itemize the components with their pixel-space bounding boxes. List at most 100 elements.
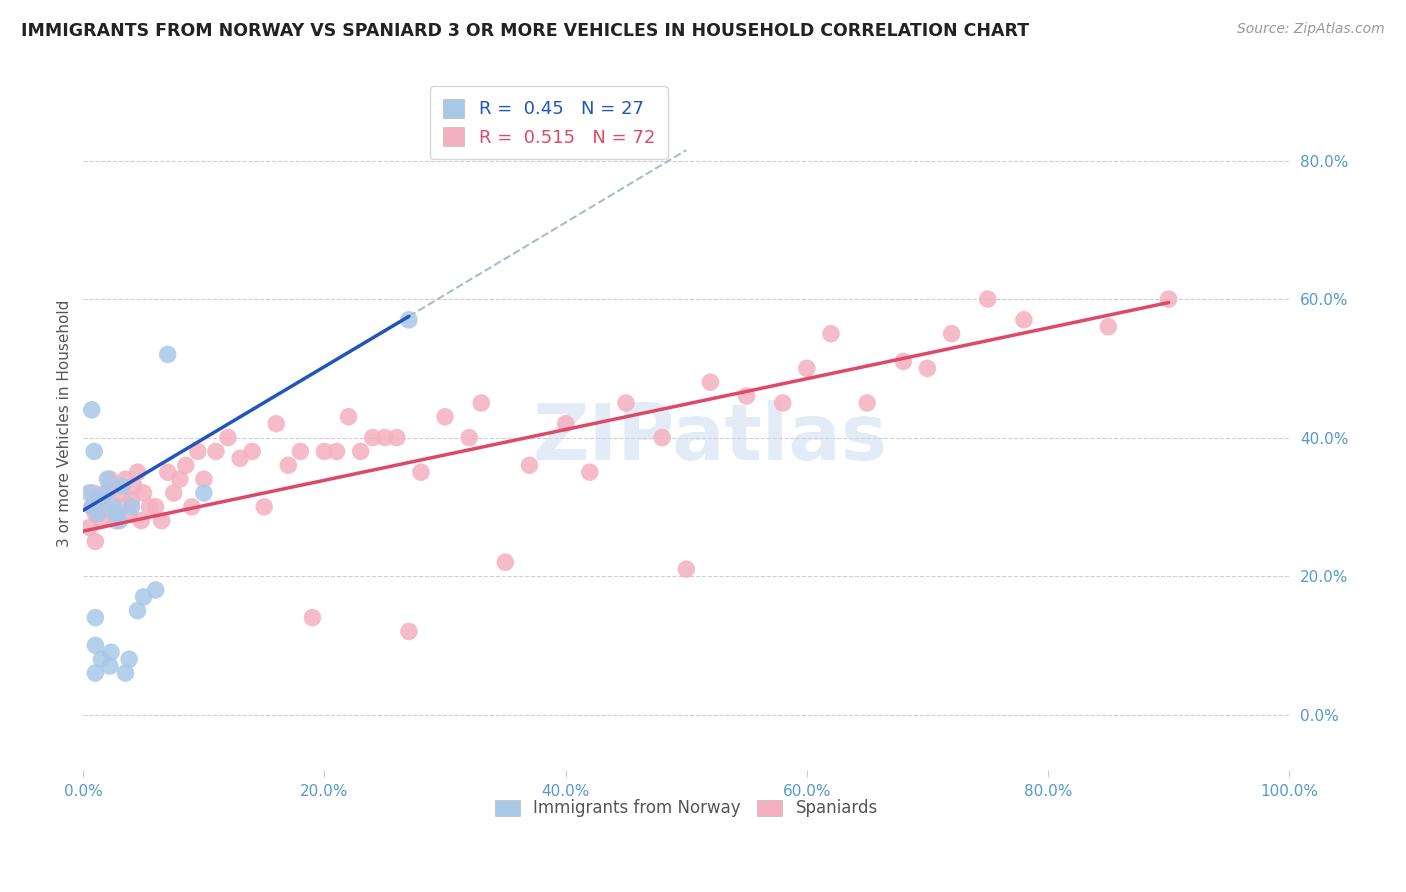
Point — [820, 326, 842, 341]
Point — [187, 444, 209, 458]
Point — [458, 431, 481, 445]
Point — [735, 389, 758, 403]
Point — [121, 500, 143, 514]
Point — [111, 479, 134, 493]
Point — [169, 472, 191, 486]
Point — [121, 492, 143, 507]
Point — [100, 645, 122, 659]
Point — [150, 514, 173, 528]
Point — [84, 666, 107, 681]
Point — [87, 492, 110, 507]
Text: Source: ZipAtlas.com: Source: ZipAtlas.com — [1237, 22, 1385, 37]
Point — [82, 486, 104, 500]
Point — [193, 486, 215, 500]
Point — [84, 638, 107, 652]
Point — [398, 313, 420, 327]
Point — [856, 396, 879, 410]
Point — [470, 396, 492, 410]
Text: IMMIGRANTS FROM NORWAY VS SPANIARD 3 OR MORE VEHICLES IN HOUSEHOLD CORRELATION C: IMMIGRANTS FROM NORWAY VS SPANIARD 3 OR … — [21, 22, 1029, 40]
Point — [675, 562, 697, 576]
Point — [118, 652, 141, 666]
Point — [361, 431, 384, 445]
Point — [90, 514, 112, 528]
Point — [494, 555, 516, 569]
Point — [132, 486, 155, 500]
Point — [193, 472, 215, 486]
Point — [83, 444, 105, 458]
Point — [84, 507, 107, 521]
Y-axis label: 3 or more Vehicles in Household: 3 or more Vehicles in Household — [58, 300, 72, 548]
Point — [98, 472, 121, 486]
Point — [337, 409, 360, 424]
Point — [240, 444, 263, 458]
Point — [94, 500, 117, 514]
Point — [104, 514, 127, 528]
Point — [129, 514, 152, 528]
Point — [290, 444, 312, 458]
Point — [1097, 319, 1119, 334]
Point — [977, 292, 1000, 306]
Point — [578, 465, 600, 479]
Point — [325, 444, 347, 458]
Point — [554, 417, 576, 431]
Legend: Immigrants from Norway, Spaniards: Immigrants from Norway, Spaniards — [488, 793, 884, 824]
Point — [79, 520, 101, 534]
Point — [114, 666, 136, 681]
Point — [941, 326, 963, 341]
Point — [891, 354, 914, 368]
Point — [118, 507, 141, 521]
Point — [174, 458, 197, 473]
Point — [796, 361, 818, 376]
Point — [1157, 292, 1180, 306]
Point — [82, 500, 104, 514]
Point — [96, 486, 118, 500]
Point — [374, 431, 396, 445]
Point — [217, 431, 239, 445]
Point — [301, 610, 323, 624]
Point — [122, 479, 145, 493]
Point — [156, 347, 179, 361]
Point — [114, 472, 136, 486]
Point — [145, 500, 167, 514]
Point — [108, 514, 131, 528]
Point — [917, 361, 939, 376]
Point — [127, 465, 149, 479]
Point — [156, 465, 179, 479]
Point — [94, 486, 117, 500]
Point — [264, 417, 287, 431]
Point — [385, 431, 408, 445]
Point — [1012, 313, 1035, 327]
Point — [180, 500, 202, 514]
Point — [519, 458, 541, 473]
Point — [145, 582, 167, 597]
Text: ZIPatlas: ZIPatlas — [533, 400, 887, 475]
Point — [699, 375, 721, 389]
Point — [84, 534, 107, 549]
Point — [111, 486, 134, 500]
Point — [103, 500, 125, 514]
Point — [84, 610, 107, 624]
Point — [79, 486, 101, 500]
Point — [127, 604, 149, 618]
Point — [103, 507, 125, 521]
Point — [398, 624, 420, 639]
Point — [277, 458, 299, 473]
Point — [98, 659, 121, 673]
Point — [87, 507, 110, 521]
Point — [104, 507, 127, 521]
Point — [96, 472, 118, 486]
Point — [80, 402, 103, 417]
Point — [314, 444, 336, 458]
Point — [229, 451, 252, 466]
Point — [772, 396, 794, 410]
Point — [651, 431, 673, 445]
Point — [80, 500, 103, 514]
Point — [108, 500, 131, 514]
Point — [163, 486, 186, 500]
Point — [87, 492, 110, 507]
Point — [409, 465, 432, 479]
Point — [434, 409, 457, 424]
Point — [138, 500, 160, 514]
Point — [253, 500, 276, 514]
Point — [132, 590, 155, 604]
